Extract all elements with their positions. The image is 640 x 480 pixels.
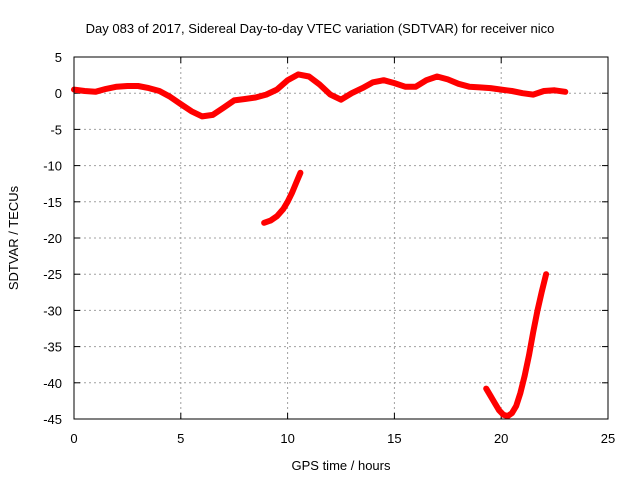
- data-point: [338, 97, 344, 103]
- data-point: [253, 95, 259, 100]
- data-point: [370, 79, 376, 85]
- data-point: [242, 96, 248, 102]
- x-tick-label: 5: [177, 431, 184, 446]
- data-point: [500, 412, 506, 418]
- data-point: [359, 85, 365, 91]
- data-point: [496, 407, 502, 413]
- data-point: [280, 206, 286, 212]
- data-point: [552, 87, 558, 93]
- data-point: [483, 386, 489, 392]
- tick-labels: 0 5 10 15 20 25 5 0 -5 -10 -15 -20 -25 -30 -35 -40 -45: [43, 50, 615, 446]
- y-axis-label: SDTVAR / TECUs: [6, 185, 21, 290]
- data-point: [349, 90, 355, 96]
- y-tick-label: -25: [43, 267, 62, 282]
- data-point: [178, 101, 184, 107]
- data-point: [293, 180, 299, 186]
- data-point: [285, 199, 291, 205]
- data-point: [146, 85, 152, 91]
- data-point: [82, 88, 88, 94]
- plot-frame: [73, 56, 609, 420]
- data-point: [92, 89, 98, 95]
- y-tick-label: -35: [43, 340, 62, 355]
- y-tick-label: -10: [43, 159, 62, 174]
- chart-title: Day 083 of 2017, Sidereal Day-to-day VTE…: [86, 21, 555, 36]
- data-point: [103, 86, 109, 92]
- y-tick-label: 5: [55, 50, 62, 65]
- data-point: [530, 92, 536, 98]
- data-point: [477, 84, 483, 90]
- data-point: [513, 403, 519, 409]
- data-point: [124, 83, 130, 89]
- data-point: [189, 108, 194, 114]
- data-point: [413, 84, 419, 90]
- data-point: [498, 87, 504, 93]
- y-tick-label: -40: [43, 376, 62, 391]
- data-point: [509, 410, 515, 416]
- data-point: [488, 85, 493, 91]
- data-point: [295, 71, 301, 77]
- x-axis-label: GPS time / hours: [292, 458, 391, 473]
- series-line: [71, 71, 569, 120]
- data-point: [114, 84, 120, 90]
- series-line: [261, 169, 304, 226]
- plot-area: [71, 71, 569, 420]
- data-point: [541, 88, 547, 94]
- data-point: [562, 89, 568, 95]
- data-point: [526, 352, 532, 358]
- data-point: [210, 112, 216, 118]
- y-tick-label: -30: [43, 303, 62, 318]
- data-point: [423, 77, 429, 83]
- y-tick-label: 0: [55, 86, 62, 101]
- data-point: [488, 393, 493, 399]
- data-point: [135, 83, 141, 89]
- data-point: [509, 88, 515, 94]
- data-point: [505, 413, 511, 419]
- data-point: [231, 97, 237, 103]
- data-point: [434, 74, 440, 79]
- data-point: [199, 113, 205, 119]
- data-point: [167, 94, 173, 100]
- x-tick-label: 25: [601, 431, 615, 446]
- x-tick-label: 0: [70, 431, 77, 446]
- x-tick-label: 20: [494, 431, 508, 446]
- data-point: [306, 74, 312, 79]
- data-point: [466, 84, 472, 90]
- data-point: [289, 190, 295, 196]
- data-point: [274, 87, 280, 93]
- data-point: [327, 92, 333, 98]
- data-point: [285, 77, 291, 83]
- data-point: [402, 84, 408, 90]
- data-point: [445, 76, 451, 82]
- y-tick-label: -15: [43, 195, 62, 210]
- y-tick-label: -45: [43, 412, 62, 427]
- data-point: [263, 92, 269, 98]
- data-point: [274, 213, 280, 219]
- data-point: [530, 329, 536, 335]
- data-point: [517, 390, 523, 396]
- data-point: [522, 373, 528, 379]
- x-tick-label: 10: [280, 431, 294, 446]
- x-tick-label: 15: [387, 431, 401, 446]
- data-point: [391, 80, 397, 86]
- y-tick-label: -5: [50, 122, 62, 137]
- data-point: [317, 82, 323, 87]
- data-point: [221, 105, 226, 111]
- data-point: [539, 289, 545, 295]
- data-point: [535, 307, 540, 313]
- data-point: [381, 77, 387, 83]
- y-tick-label: -20: [43, 231, 62, 246]
- data-point: [543, 271, 549, 277]
- data-point: [268, 218, 273, 224]
- data-point: [297, 170, 303, 176]
- data-point: [492, 400, 498, 406]
- series-line: [483, 271, 550, 420]
- data-point: [156, 88, 162, 94]
- data-point: [456, 81, 461, 87]
- data-point: [261, 220, 267, 226]
- data-point: [520, 90, 526, 96]
